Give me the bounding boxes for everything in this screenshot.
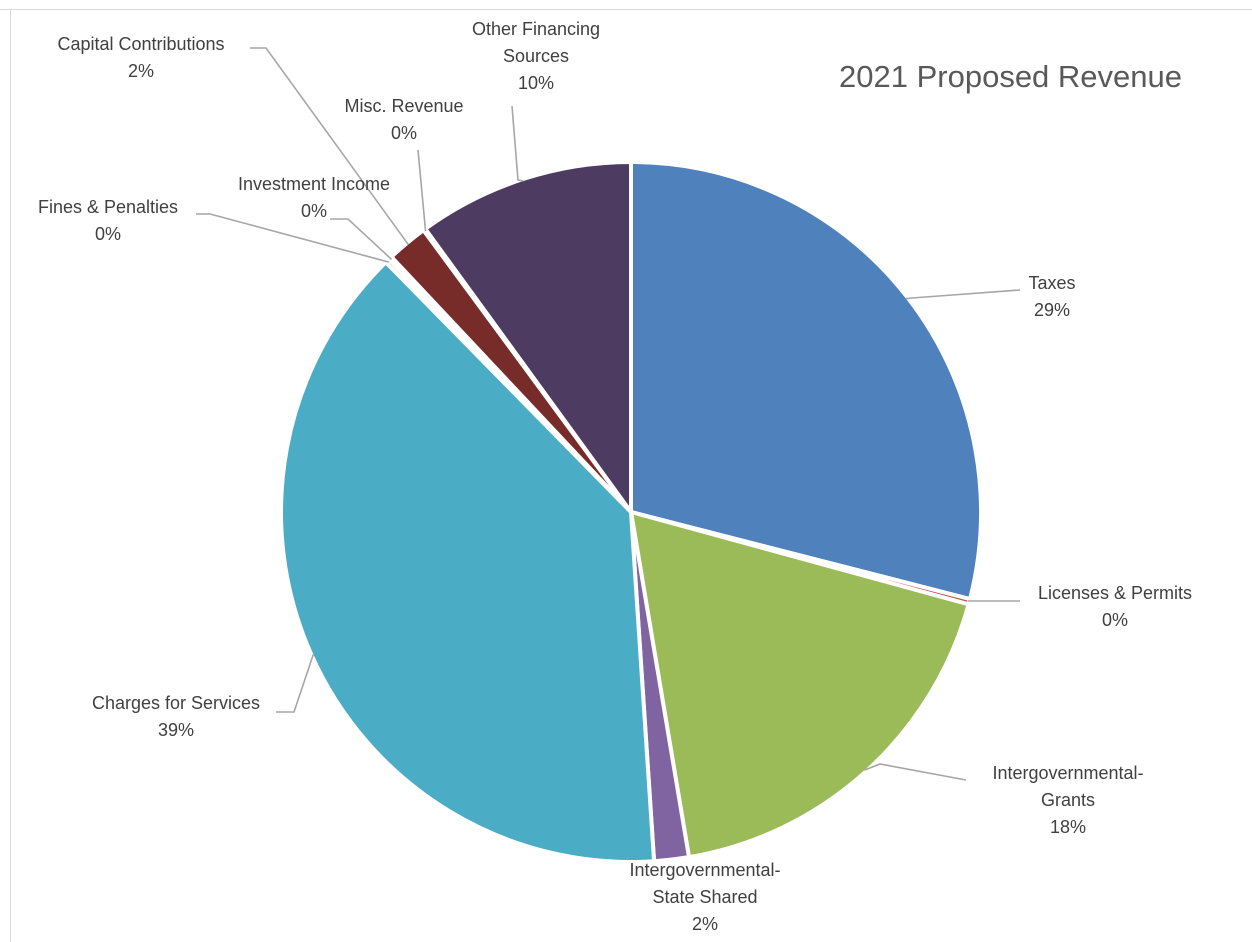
data-label-name-intergovernmental-state-shared: State Shared — [652, 887, 757, 907]
data-label-percent-charges-for-services: 39% — [158, 720, 194, 740]
data-label-name-fines-penalties: Fines & Penalties — [38, 197, 178, 217]
slices-group — [278, 160, 983, 864]
data-label-percent-licenses-permits: 0% — [1102, 610, 1128, 630]
leader-line-capital-contributions — [250, 47, 409, 246]
data-label-percent-misc-revenue: 0% — [391, 123, 417, 143]
chart-frame-top — [0, 9, 1252, 10]
data-label-name-taxes: Taxes — [1028, 273, 1075, 293]
pie-slice-other-financing-sources — [423, 160, 633, 514]
leader-line-taxes — [905, 289, 1021, 300]
data-label-name-charges-for-services: Charges for Services — [92, 693, 260, 713]
data-label-name-intergovernmental-state-shared: Intergovernmental- — [629, 860, 780, 880]
data-label-percent-fines-penalties: 0% — [95, 224, 121, 244]
pie-slice-charges-for-services — [278, 260, 657, 864]
chart-frame-left — [10, 9, 11, 942]
data-label-percent-other-financing-sources: 10% — [518, 73, 554, 93]
leader-line-misc-revenue — [417, 149, 427, 232]
data-labels-group: Taxes 29% Licenses & Permits 0% Intergovernm… — [38, 19, 1192, 934]
data-label-name-intergovernmental-grants: Intergovernmental- — [992, 763, 1143, 783]
chart-title: 2021 Proposed Revenue — [839, 59, 1182, 94]
data-label-name-intergovernmental-grants: Grants — [1041, 790, 1095, 810]
leader-line-fines-penalties — [196, 213, 390, 263]
data-label-percent-investment-income: 0% — [301, 201, 327, 221]
data-label-name-licenses-permits: Licenses & Permits — [1038, 583, 1192, 603]
pie-slice-taxes — [629, 160, 983, 602]
data-label-name-misc-revenue: Misc. Revenue — [344, 96, 463, 116]
leader-line-investment-income — [330, 218, 393, 261]
leader-lines-group — [196, 47, 1021, 781]
data-label-percent-taxes: 29% — [1034, 300, 1070, 320]
data-label-percent-intergovernmental-grants: 18% — [1050, 817, 1086, 837]
pie-slice-intergovernmental-grants — [629, 510, 971, 860]
leader-line-other-financing-sources — [511, 105, 524, 182]
data-label-name-other-financing-sources: Other Financing — [472, 19, 600, 39]
data-label-percent-capital-contributions: 2% — [128, 61, 154, 81]
data-label-name-other-financing-sources: Sources — [503, 46, 569, 66]
data-label-name-investment-income: Investment Income — [238, 174, 390, 194]
data-label-percent-intergovernmental-state-shared: 2% — [692, 914, 718, 934]
data-label-name-capital-contributions: Capital Contributions — [57, 34, 224, 54]
leader-line-charges-for-services — [276, 653, 315, 713]
leader-line-intergovernmental-grants — [864, 763, 967, 781]
